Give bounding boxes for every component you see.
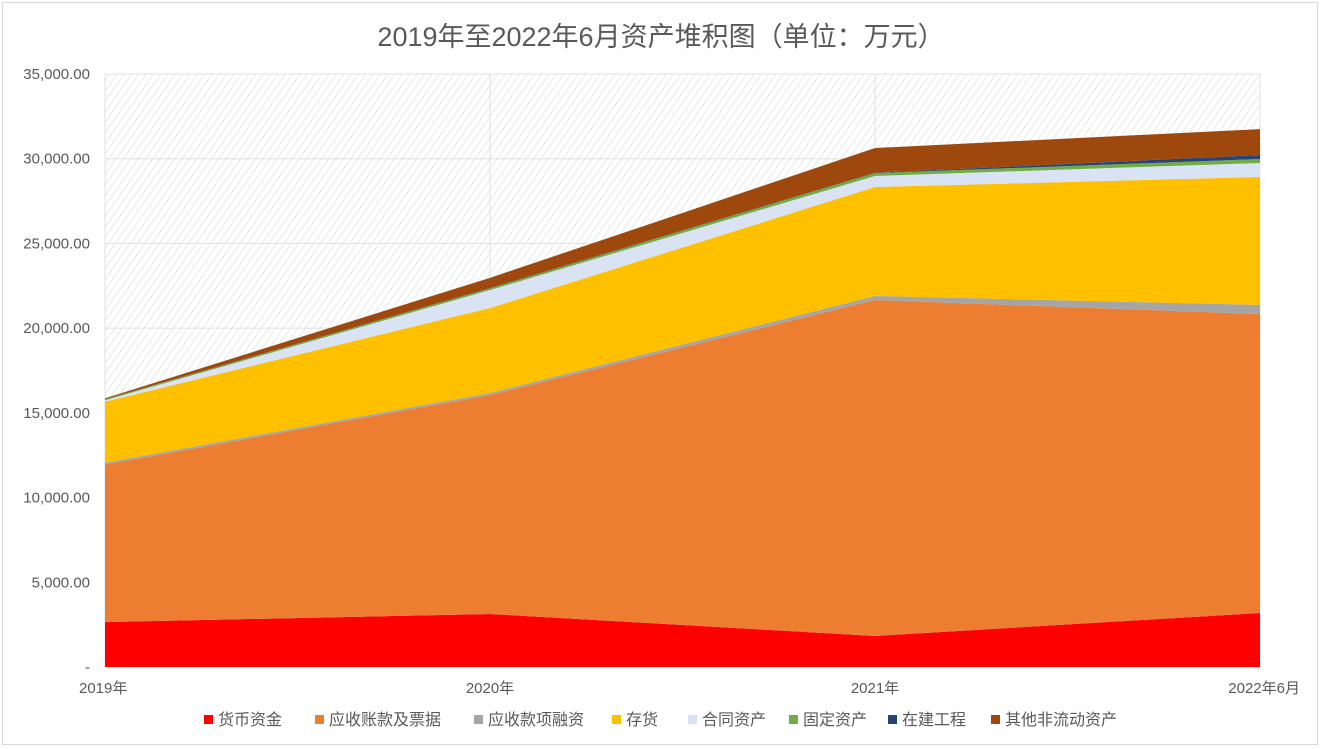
area-series-3 [105,177,1260,463]
legend-swatch [612,715,621,724]
legend-label: 固定资产 [803,711,867,729]
legend-label: 存货 [626,711,658,729]
chart-title: 2019年至2022年6月资产堆积图（单位：万元） [377,22,944,52]
x-tick-label: 2021年 [851,680,899,697]
legend-label: 货币资金 [218,711,282,729]
legend-swatch [204,715,213,724]
legend-swatch [474,715,483,724]
y-tick-label: - [85,659,90,676]
legend-item: 在建工程 [888,711,966,729]
legend-swatch [315,715,324,724]
legend-item: 应收款项融资 [474,710,584,729]
legend-label: 合同资产 [702,711,766,729]
legend-item: 合同资产 [688,711,766,729]
x-tick-label: 2022年6月 [1228,680,1300,697]
legend-swatch [789,715,798,724]
y-tick-label: 10,000.00 [23,490,90,507]
area-series-0 [105,612,1260,667]
y-tick-label: 20,000.00 [23,320,90,337]
x-tick-label: 2019年 [79,680,127,697]
legend-label: 其他非流动资产 [1005,711,1117,729]
legend-item: 货币资金 [204,711,282,729]
x-tick-label: 2020年 [466,680,514,697]
legend-item: 其他非流动资产 [991,711,1117,729]
y-tick-label: 15,000.00 [23,405,90,422]
legend-item: 固定资产 [789,711,867,729]
y-tick-label: 30,000.00 [23,151,90,168]
y-tick-label: 35,000.00 [23,66,90,83]
area-series-1 [105,300,1260,636]
legend-swatch [888,715,897,724]
area-series-7 [105,129,1260,400]
legend-swatch [688,715,697,724]
legend-label: 应收款项融资 [488,710,584,729]
legend-label: 在建工程 [902,711,966,729]
y-tick-label: 5,000.00 [32,574,90,591]
y-tick-label: 25,000.00 [23,235,90,252]
legend-item: 存货 [612,711,658,729]
legend-label: 应收账款及票据 [329,710,441,729]
legend-swatch [991,715,1000,724]
legend-item: 应收账款及票据 [315,710,441,729]
